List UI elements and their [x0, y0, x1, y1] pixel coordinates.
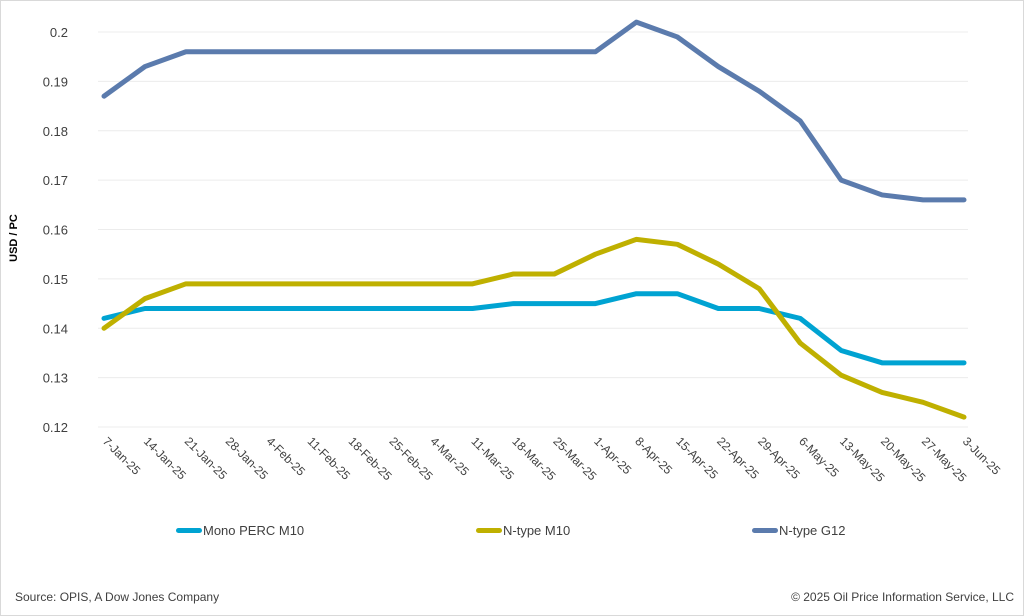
- x-tick-label: 28-Jan-25: [223, 434, 271, 482]
- x-tick-label: 14-Jan-25: [141, 434, 189, 482]
- legend-item-n-type-m10: N-type M10: [476, 523, 570, 538]
- legend-label: N-type G12: [779, 523, 846, 538]
- x-tick-label: 18-Mar-25: [509, 434, 558, 483]
- legend-label: N-type M10: [503, 523, 571, 538]
- series-line-n-type-g12: [101, 19, 967, 203]
- copyright-note: © 2025 Oil Price Information Service, LL…: [791, 590, 1014, 604]
- x-tick-label: 7-Jan-25: [100, 434, 144, 478]
- legend-item-n-type-g12: N-type G12: [752, 523, 845, 538]
- x-tick-label: 15-Apr-25: [673, 434, 721, 482]
- x-tick-label: 21-Jan-25: [182, 434, 230, 482]
- series-line-mono-perc-m10: [101, 291, 967, 366]
- legend-swatch: [476, 528, 502, 533]
- y-tick-label: 0.15: [43, 272, 68, 287]
- y-axis-label: USD / PC: [8, 214, 20, 262]
- x-tick-label: 11-Feb-25: [305, 434, 354, 483]
- x-tick-label: 22-Apr-25: [714, 434, 762, 482]
- y-tick-label: 0.18: [43, 124, 68, 139]
- y-tick-label: 0.17: [43, 173, 68, 188]
- y-tick-label: 0.12: [43, 420, 68, 435]
- series-line-n-type-m10: [101, 236, 967, 420]
- x-tick-label: 25-Mar-25: [550, 434, 599, 483]
- legend-item-mono-perc-m10: Mono PERC M10: [176, 523, 304, 538]
- x-tick-label: 11-Mar-25: [468, 434, 517, 483]
- y-tick-label: 0.19: [43, 74, 68, 89]
- y-tick-label: 0.13: [43, 371, 68, 386]
- x-tick-label: 29-Apr-25: [755, 434, 803, 482]
- x-tick-label: 6-May-25: [796, 434, 842, 480]
- x-tick-label: 8-Apr-25: [632, 434, 675, 477]
- legend-swatch: [752, 528, 778, 533]
- y-tick-label: 0.16: [43, 223, 68, 238]
- source-note: Source: OPIS, A Dow Jones Company: [15, 590, 220, 604]
- legend-swatch: [176, 528, 202, 533]
- y-tick-label: 0.14: [43, 321, 68, 336]
- legend-label: Mono PERC M10: [203, 523, 305, 538]
- x-tick-label: 18-Feb-25: [346, 434, 395, 483]
- x-tick-label: 25-Feb-25: [387, 434, 436, 483]
- y-tick-label: 0.2: [50, 25, 68, 40]
